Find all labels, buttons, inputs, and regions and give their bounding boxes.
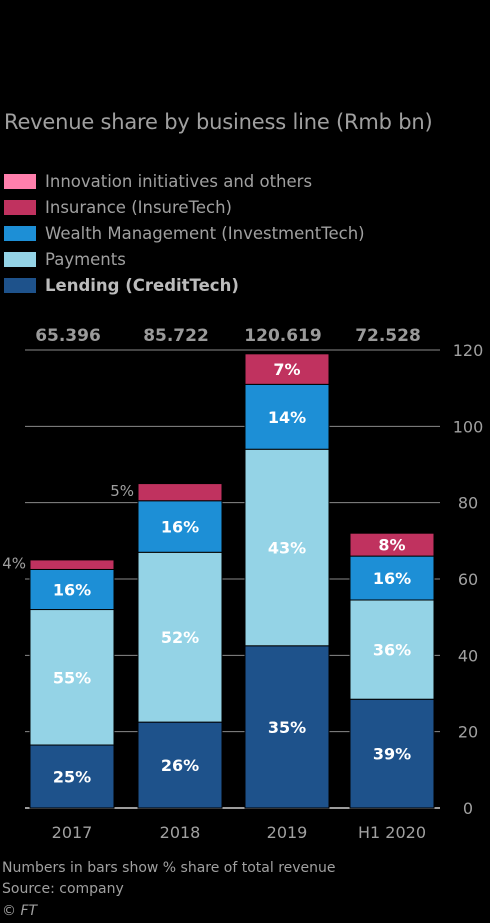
y-tick-label: 0 [463,799,473,818]
y-tick-label: 80 [458,494,478,513]
data-label: 36% [373,641,411,660]
bar-segment-payments-2019 [244,448,330,647]
total-label: 65.396 [35,326,101,346]
y-tick-label: 100 [453,417,484,436]
data-label: 25% [53,768,91,787]
outside-data-label: 5% [110,482,134,500]
y-tick-label: 60 [458,570,478,589]
x-tick-label: 2017 [52,823,93,842]
data-label: 55% [53,668,91,687]
data-label: 52% [161,628,199,647]
legend-swatch-insurance [4,199,36,215]
y-tick-label: 120 [453,341,484,360]
data-label: 7% [273,360,300,379]
data-label: 39% [373,745,411,764]
source-note: Source: company [2,881,124,897]
bar-segment-lending-credittech-2019 [244,645,330,809]
x-tick-label: H1 2020 [358,823,426,842]
legend-item-lending: Lending (CreditTech) [4,272,365,298]
y-tick-label: 40 [458,646,478,665]
footnote: Numbers in bars show % share of total re… [2,860,336,876]
legend-item-innovation: Innovation initiatives and others [4,168,365,194]
data-label: 26% [161,756,199,775]
x-tick-label: 2019 [267,823,308,842]
bar-segment-wealth-management-investmenttech-2018 [137,500,223,553]
bar-segment-insurance-insuretech-2017 [29,559,115,570]
bar-segment-payments-2017 [29,609,115,746]
chart-title: Revenue share by business line (Rmb bn) [4,110,433,134]
data-label: 16% [373,569,411,588]
bar-segment-payments-2018 [137,551,223,723]
legend-label-innovation: Innovation initiatives and others [45,171,313,191]
legend-swatch-payments [4,251,36,267]
bar-segment-payments-h1-2020 [349,599,435,700]
data-label: 14% [268,408,306,427]
legend-label-lending: Lending (CreditTech) [45,275,239,295]
data-label: 16% [161,518,199,537]
total-label: 85.722 [143,326,209,346]
data-label: 8% [378,536,405,555]
legend-item-insurance: Insurance (InsureTech) [4,194,365,220]
legend: Innovation initiatives and others Insura… [4,168,365,298]
data-label: 16% [53,580,91,599]
legend-item-wealth: Wealth Management (InvestmentTech) [4,220,365,246]
y-tick-label: 20 [458,723,478,742]
x-tick-label: 2018 [160,823,201,842]
legend-label-payments: Payments [45,249,126,269]
bar-segment-insurance-insuretech-2019 [244,353,330,385]
legend-swatch-lending [4,277,36,293]
legend-swatch-wealth [4,225,36,241]
bar-segment-lending-credittech-2018 [137,721,223,809]
data-label: 43% [268,539,306,558]
bar-segment-lending-credittech-h1-2020 [349,698,435,809]
legend-label-wealth: Wealth Management (InvestmentTech) [45,223,365,243]
legend-label-insurance: Insurance (InsureTech) [45,197,232,217]
data-label: 35% [268,718,306,737]
bar-segment-insurance-insuretech-2018 [137,483,223,502]
bar-segment-wealth-management-investmenttech-2019 [244,383,330,450]
bar-segment-wealth-management-investmenttech-h1-2020 [349,555,435,601]
bar-segment-wealth-management-investmenttech-2017 [29,568,115,611]
total-label: 120.619 [244,326,321,346]
total-label: 72.528 [355,326,421,346]
legend-item-payments: Payments [4,246,365,272]
legend-swatch-innovation [4,173,36,189]
ft-credit: © FT [2,903,38,919]
outside-data-label: 4% [2,555,26,573]
bar-segment-insurance-insuretech-h1-2020 [349,532,435,557]
